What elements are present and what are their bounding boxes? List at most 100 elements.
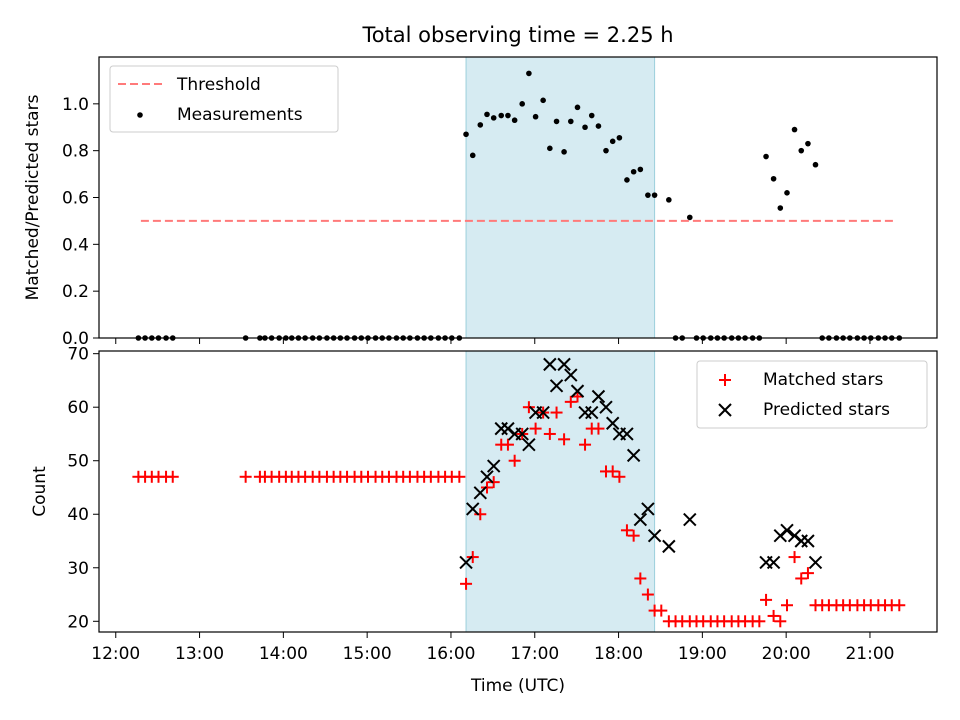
predicted-star-point	[599, 400, 613, 414]
measurement-point	[666, 197, 672, 203]
matched-star-point	[780, 599, 793, 612]
matched-star-point	[480, 481, 493, 494]
legend-measurements-label: Measurements	[177, 105, 303, 125]
x-ticks-top-panel	[115, 338, 871, 344]
matched-star-point	[529, 422, 542, 435]
predicted-star-point	[522, 437, 536, 452]
measurement-point	[532, 113, 539, 120]
matched-star-point	[558, 433, 571, 446]
measurement-point	[770, 175, 777, 182]
matched-star-point	[166, 470, 179, 483]
measurement-point	[603, 147, 609, 154]
x-axis-label: Time (UTC)	[470, 676, 565, 696]
matched-star-point	[522, 401, 535, 414]
predicted-star-point	[557, 357, 571, 372]
y-tick-label: 0.4	[62, 235, 89, 255]
x-axis: 12:00 13:00 14:00 15:00 16:00 17:00 18:00 19:00…	[91, 632, 894, 664]
matched-star-point	[239, 470, 252, 483]
predicted-star-point	[585, 405, 599, 420]
measurement-point	[469, 152, 476, 159]
predicted-star-point	[466, 502, 480, 516]
matched-star-point	[760, 593, 773, 606]
y-tick-label: 40	[67, 505, 89, 525]
measurement-point	[477, 122, 484, 128]
measurement-point	[784, 190, 790, 196]
measurement-point	[595, 123, 602, 129]
measurement-point	[624, 177, 630, 183]
predicted-star-point	[620, 427, 634, 441]
matched-star-point	[774, 615, 787, 628]
legend-threshold-label: Threshold	[176, 75, 261, 95]
x-tick-label: 20:00	[762, 644, 811, 664]
measurement-point	[582, 124, 588, 131]
matched-star-point	[550, 406, 563, 419]
predicted-star-point	[808, 555, 823, 570]
legend-bottom: Matched stars Predicted stars	[696, 360, 928, 429]
matched-star-point	[592, 422, 605, 435]
matched-star-point	[564, 395, 577, 408]
predicted-star-point	[570, 384, 585, 398]
predicted-star-point	[515, 427, 529, 441]
panel-count: 20 30 40 50 60 70 12:00 13:00 14:00 15:00 16:00 17…	[30, 345, 938, 696]
predicted-star-point	[766, 555, 781, 570]
legend-predicted-swatch	[718, 403, 732, 417]
observing-span	[465, 56, 656, 339]
predicted-star-point	[473, 486, 487, 500]
panel-ratio: 0.0 0.2 0.4 0.6 0.8 1.0 Matched/Predicted sta…	[23, 56, 938, 349]
predicted-star-point	[626, 448, 641, 463]
y-axis-label-count: Count	[30, 466, 50, 517]
x-tick-label: 14:00	[259, 644, 308, 664]
measurement-point	[686, 214, 693, 221]
legend-matched-swatch	[719, 374, 731, 386]
y-axis-ratio: 0.0 0.2 0.4 0.6 0.8 1.0	[62, 95, 99, 349]
matched-star-point	[543, 427, 556, 440]
matched-star-point	[801, 567, 814, 580]
measurement-point	[490, 115, 497, 121]
measurement-point	[609, 138, 616, 145]
predicted-star-point	[543, 357, 557, 372]
measurement-point	[777, 205, 784, 211]
axes-frame-bottom	[98, 350, 938, 633]
predicted-star-point	[683, 512, 697, 527]
measurement-point	[540, 97, 546, 104]
y-axis-count: 20 30 40 50 60 70	[67, 345, 99, 632]
matched-star-point	[460, 577, 473, 590]
y-tick-label: 0.8	[62, 142, 89, 162]
matched-star-point	[788, 551, 801, 564]
y-axis-label-ratio: Matched/Predicted stars	[23, 94, 43, 300]
matched-star-point	[767, 609, 780, 622]
measurement-point	[812, 161, 819, 168]
predicted-star-point	[486, 459, 501, 473]
predicted-star-point	[536, 405, 550, 420]
x-tick-label: 19:00	[678, 644, 727, 664]
measurement-point	[763, 153, 769, 160]
measurement-point	[588, 112, 595, 119]
y-tick-label: 0.0	[62, 329, 89, 349]
predicted-star-point	[480, 470, 494, 484]
predicted-star-point	[633, 512, 648, 527]
y-tick-label: 0.6	[62, 189, 89, 209]
y-tick-label: 50	[67, 452, 89, 472]
predicted-star-point	[794, 534, 808, 548]
y-tick-label: 70	[67, 345, 89, 365]
matched-star-point	[474, 508, 487, 521]
matched-star-point	[579, 438, 592, 451]
x-tick-label: 15:00	[343, 644, 392, 664]
y-tick-label: 30	[67, 559, 89, 579]
legend-measurements-swatch	[137, 112, 143, 118]
predicted-star-point	[459, 555, 473, 570]
x-tick-label: 18:00	[594, 644, 643, 664]
measurement-point	[645, 192, 651, 198]
measurement-point	[519, 101, 525, 107]
matched-star-point	[620, 524, 633, 537]
matched-star-point	[655, 604, 668, 617]
x-tick-label: 13:00	[175, 644, 224, 664]
axes-frame-top	[98, 56, 938, 339]
measurement-point	[805, 140, 811, 147]
x-tick-label: 16:00	[426, 644, 475, 664]
predicted-star-point	[564, 368, 578, 382]
matched-star-point	[753, 615, 766, 628]
x-tick-label: 21:00	[845, 644, 894, 664]
matched-star-point	[453, 470, 466, 483]
